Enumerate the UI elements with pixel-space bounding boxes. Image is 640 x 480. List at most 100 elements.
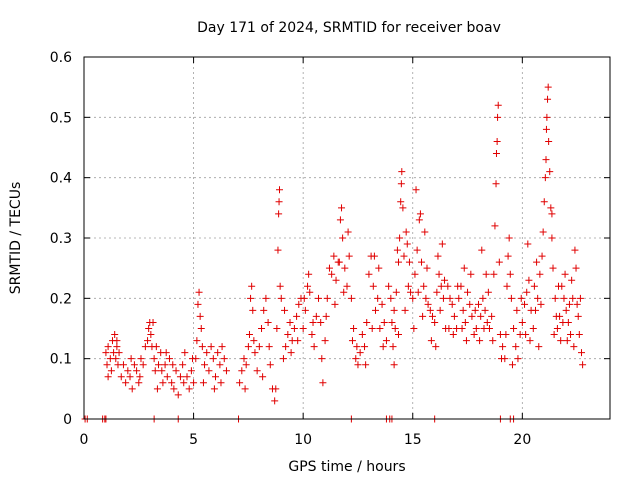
data-point: [549, 264, 557, 272]
data-point: [198, 343, 206, 351]
data-point: [210, 385, 218, 393]
chart-title: Day 171 of 2024, SRMTID for receiver boa…: [197, 20, 501, 36]
data-point: [441, 276, 449, 284]
data-point: [513, 306, 521, 314]
data-point: [340, 288, 348, 296]
data-point: [259, 373, 267, 381]
data-point: [467, 270, 475, 278]
data-point: [392, 288, 400, 296]
data-point: [240, 355, 248, 363]
data-point: [543, 113, 551, 121]
data-point: [277, 294, 285, 302]
data-point: [264, 318, 272, 326]
data-point: [540, 198, 548, 206]
data-point: [115, 349, 123, 357]
data-point: [490, 270, 498, 278]
data-point: [385, 282, 393, 290]
data-point: [265, 343, 273, 351]
data-point: [488, 312, 496, 320]
data-point: [145, 325, 153, 332]
data-point: [272, 385, 280, 393]
data-point: [113, 343, 121, 351]
data-point: [390, 306, 398, 314]
data-point: [391, 325, 399, 332]
data-point: [433, 288, 441, 296]
data-point: [493, 137, 501, 145]
data-point: [494, 101, 502, 109]
data-point: [470, 331, 478, 339]
data-point: [315, 294, 323, 302]
data-point: [409, 294, 417, 302]
data-point: [179, 361, 187, 369]
y-tick-label: 0.6: [50, 50, 72, 66]
data-point: [275, 186, 283, 194]
data-point: [574, 312, 582, 320]
data-point: [197, 325, 205, 332]
data-point: [526, 337, 534, 345]
data-point: [449, 331, 457, 339]
data-point: [435, 270, 443, 278]
data-point: [389, 343, 397, 351]
data-point: [306, 288, 314, 296]
data-point: [378, 300, 386, 308]
data-point: [284, 331, 292, 339]
data-point: [374, 294, 382, 302]
data-point: [411, 270, 419, 278]
data-point: [322, 312, 330, 320]
data-point: [407, 288, 415, 296]
data-point: [573, 300, 581, 308]
data-point: [379, 343, 387, 351]
data-point: [477, 312, 485, 320]
data-point: [183, 373, 191, 381]
data-point: [293, 312, 301, 320]
data-point: [479, 294, 487, 302]
data-point: [345, 252, 353, 260]
data-point: [395, 258, 403, 266]
data-point: [336, 216, 344, 224]
data-point: [218, 343, 226, 351]
data-point: [363, 318, 371, 326]
data-point: [153, 385, 161, 393]
data-point: [499, 343, 507, 351]
data-point: [551, 294, 559, 302]
data-point: [371, 306, 379, 314]
data-point: [330, 252, 338, 260]
data-point: [560, 294, 568, 302]
data-point: [450, 312, 458, 320]
data-point: [570, 343, 578, 351]
y-tick-label: 0.2: [50, 291, 72, 307]
data-point: [462, 337, 470, 345]
data-point: [544, 83, 552, 91]
data-point: [299, 325, 307, 332]
data-point: [258, 325, 266, 332]
data-point: [339, 234, 347, 242]
data-point: [180, 379, 188, 387]
data-point: [205, 367, 213, 375]
data-point: [427, 337, 435, 345]
data-point: [317, 318, 325, 326]
data-point: [563, 337, 571, 345]
data-point: [338, 204, 346, 212]
data-point: [405, 258, 413, 266]
data-point: [398, 168, 406, 176]
data-point: [546, 168, 554, 176]
data-point: [491, 222, 499, 230]
data-point: [275, 198, 283, 206]
data-point: [494, 113, 502, 121]
data-point: [308, 331, 316, 339]
data-point: [212, 373, 219, 381]
data-point: [250, 337, 258, 345]
data-point: [119, 361, 127, 369]
data-point: [534, 294, 542, 302]
data-point: [524, 240, 532, 248]
data-point: [498, 355, 506, 363]
data-point: [300, 294, 308, 302]
data-point: [514, 355, 522, 363]
data-point: [575, 331, 583, 339]
y-tick-label: 0.1: [50, 352, 72, 368]
data-point: [247, 294, 255, 302]
data-point: [454, 282, 462, 290]
data-point: [161, 361, 169, 369]
x-tick-label: 20: [513, 432, 531, 448]
data-point: [168, 379, 176, 387]
